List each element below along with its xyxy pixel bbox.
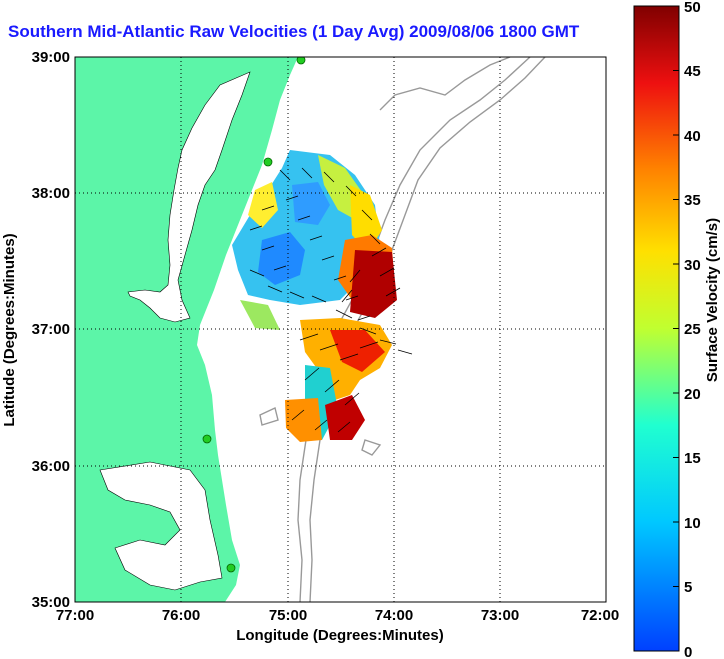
velocity-arrows bbox=[249, 167, 413, 433]
colorbar-label: Surface Velocity (cm/s) bbox=[704, 218, 721, 382]
colorbar-tick-label: 25 bbox=[684, 321, 701, 338]
x-tick-label: 74:00 bbox=[375, 607, 413, 624]
y-tick-label: 36:00 bbox=[32, 458, 70, 475]
colorbar-tick-label: 5 bbox=[684, 579, 692, 596]
y-tick-label: 39:00 bbox=[32, 49, 70, 66]
colorbar-tick-label: 15 bbox=[684, 450, 701, 467]
colorbar-tick-label: 35 bbox=[684, 192, 701, 209]
y-axis-label: Latitude (Degrees:Minutes) bbox=[1, 233, 18, 426]
station-marker bbox=[296, 57, 306, 65]
station-marker bbox=[263, 157, 273, 167]
map-title: Southern Mid-Atlantic Raw Velocities (1 … bbox=[8, 22, 580, 41]
x-tick-label: 76:00 bbox=[162, 607, 200, 624]
x-axis-label: Longitude (Degrees:Minutes) bbox=[236, 627, 444, 644]
colorbar-tick-label: 40 bbox=[684, 128, 701, 145]
velocity-field bbox=[232, 150, 397, 442]
chesapeake-bay bbox=[127, 71, 251, 323]
colorbar-tick-label: 45 bbox=[684, 63, 701, 80]
colorbar-tick-label: 20 bbox=[684, 386, 701, 403]
y-tick-label: 38:00 bbox=[32, 185, 70, 202]
station-marker bbox=[202, 434, 212, 444]
colorbar-tick-label: 30 bbox=[684, 257, 701, 274]
y-tick-label: 35:00 bbox=[32, 594, 70, 611]
colorbar-ticks bbox=[673, 5, 679, 652]
radar-stations bbox=[202, 57, 306, 573]
colorbar-tick-label: 50 bbox=[684, 0, 701, 16]
x-tick-label: 77:00 bbox=[56, 607, 94, 624]
colorbar-tick-label: 10 bbox=[684, 515, 701, 532]
x-tick-label: 73:00 bbox=[481, 607, 519, 624]
y-tick-label: 37:00 bbox=[32, 321, 70, 338]
x-tick-label: 72:00 bbox=[581, 607, 619, 624]
station-marker bbox=[226, 563, 236, 573]
grid-lines bbox=[75, 57, 606, 602]
x-tick-label: 75:00 bbox=[269, 607, 307, 624]
colorbar-tick-label: 0 bbox=[684, 644, 692, 659]
colorbar bbox=[633, 5, 680, 652]
pamlico-sound bbox=[99, 461, 223, 591]
